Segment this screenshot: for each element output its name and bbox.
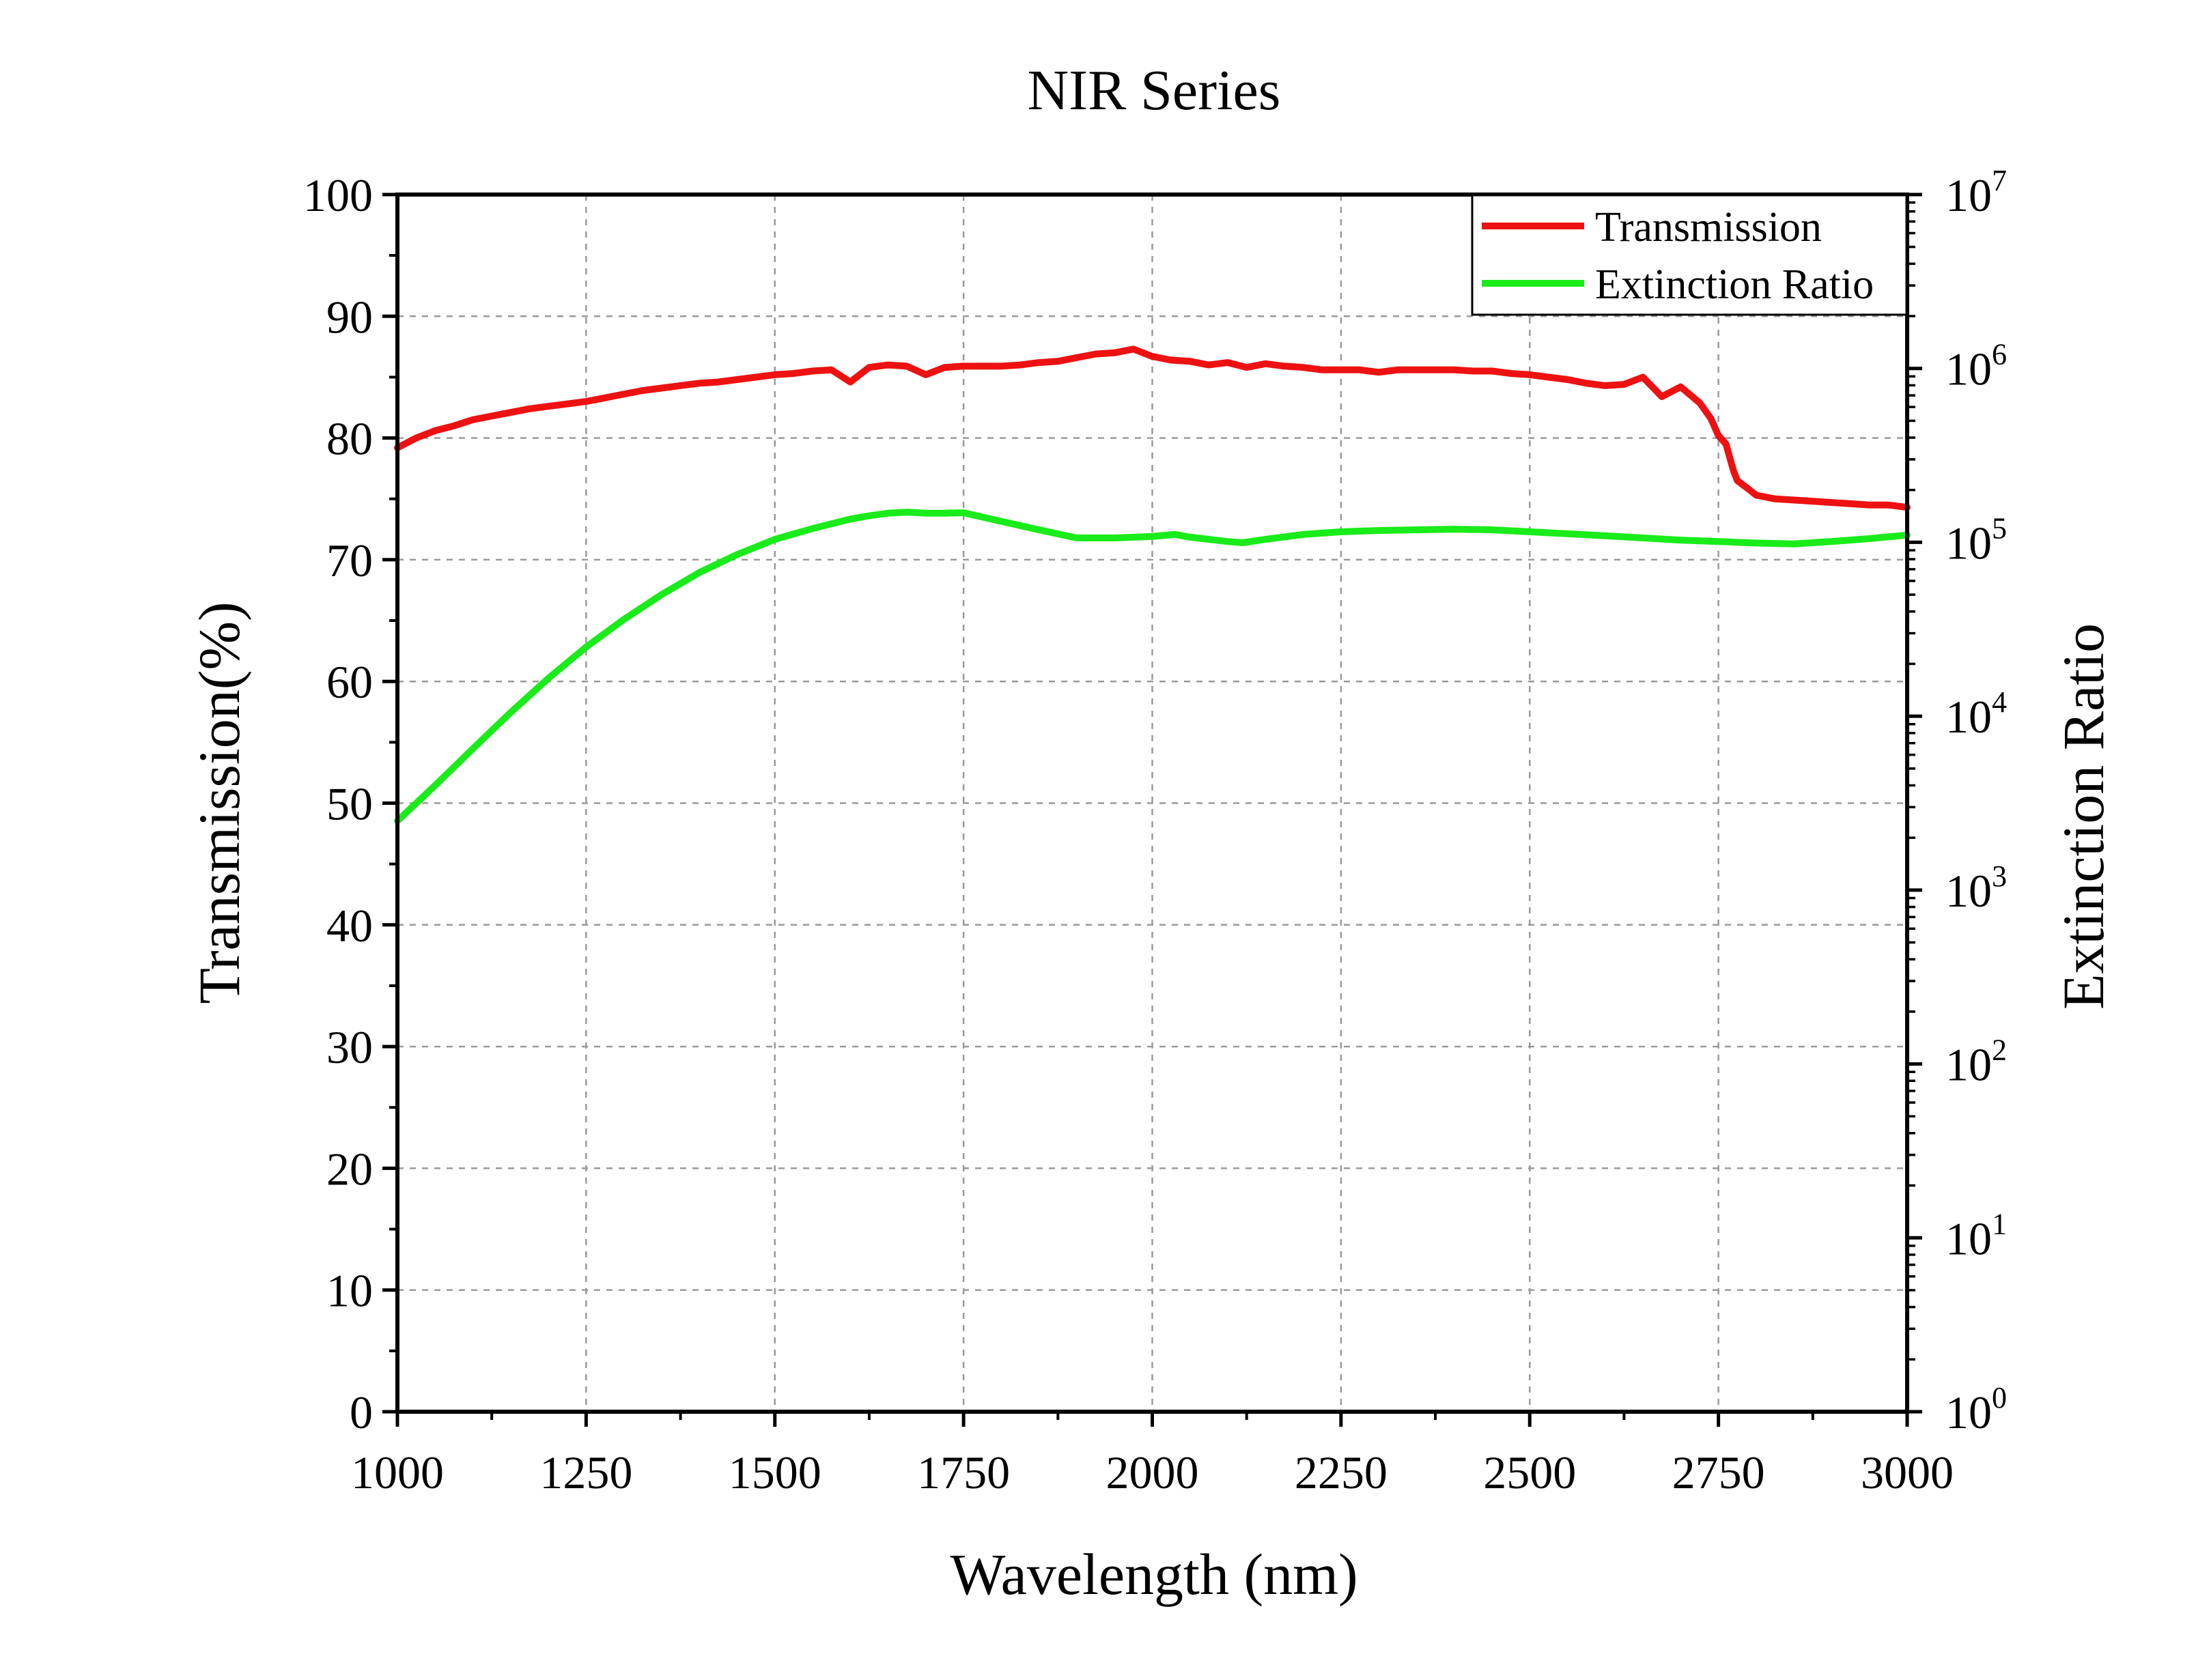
x-tick-label: 2000 <box>1106 1447 1199 1498</box>
y-tick-label: 80 <box>326 413 373 465</box>
chart-title: NIR Series <box>1028 59 1281 122</box>
x-tick-label: 3000 <box>1861 1447 1954 1498</box>
y-tick-label: 50 <box>326 778 373 830</box>
y2-tick-label: 100 <box>1945 1381 2007 1438</box>
y-axis-title: Transmission(%) <box>186 601 252 1003</box>
y2-tick-label: 104 <box>1945 685 2007 743</box>
x-tick-label: 2750 <box>1672 1447 1765 1498</box>
x-tick-label: 2500 <box>1483 1447 1576 1498</box>
legend: Transmission Extinction Ratio <box>1471 194 1908 316</box>
y-tick-label: 30 <box>326 1021 373 1073</box>
grid-lines <box>397 195 1907 1412</box>
y2-tick-label: 103 <box>1945 859 2007 917</box>
y2-tick-label: 102 <box>1945 1034 2007 1091</box>
axis-tick-labels: 1000 1250 1500 1750 2000 2250 2500 2750 30000102… <box>303 164 2007 1498</box>
x-tick-label: 1250 <box>539 1447 632 1498</box>
y2-tick-label: 106 <box>1945 338 2007 395</box>
y-tick-label: 60 <box>326 656 373 708</box>
y2-tick-label: 101 <box>1945 1207 2007 1264</box>
y-tick-label: 20 <box>326 1143 373 1195</box>
series-lines <box>394 345 1911 825</box>
y-tick-label: 90 <box>326 291 373 343</box>
legend-label-extinction-ratio: Extinction Ratio <box>1595 261 1874 308</box>
y-tick-label: 0 <box>350 1386 373 1438</box>
series-line-extinction-ratio <box>394 509 1911 825</box>
legend-box <box>1471 194 1908 316</box>
y-tick-label: 10 <box>326 1265 373 1317</box>
axis-ticks <box>382 193 1922 1427</box>
series-line-transmission <box>394 345 1911 511</box>
y2-tick-label: 107 <box>1945 164 2007 221</box>
y2-tick-label: 105 <box>1945 511 2007 569</box>
y-tick-label: 40 <box>326 900 373 952</box>
x-tick-label: 1000 <box>351 1447 444 1498</box>
y-tick-label: 70 <box>326 535 373 586</box>
x-tick-label: 1500 <box>729 1447 821 1498</box>
legend-label-transmission: Transmission <box>1595 204 1822 251</box>
x-tick-label: 2250 <box>1295 1447 1388 1498</box>
x-axis-title: Wavelength (nm) <box>950 1541 1357 1607</box>
y2-axis-title: Extinction Ratio <box>2051 623 2116 1010</box>
y-tick-label: 100 <box>303 169 373 221</box>
x-tick-label: 1750 <box>917 1447 1010 1498</box>
